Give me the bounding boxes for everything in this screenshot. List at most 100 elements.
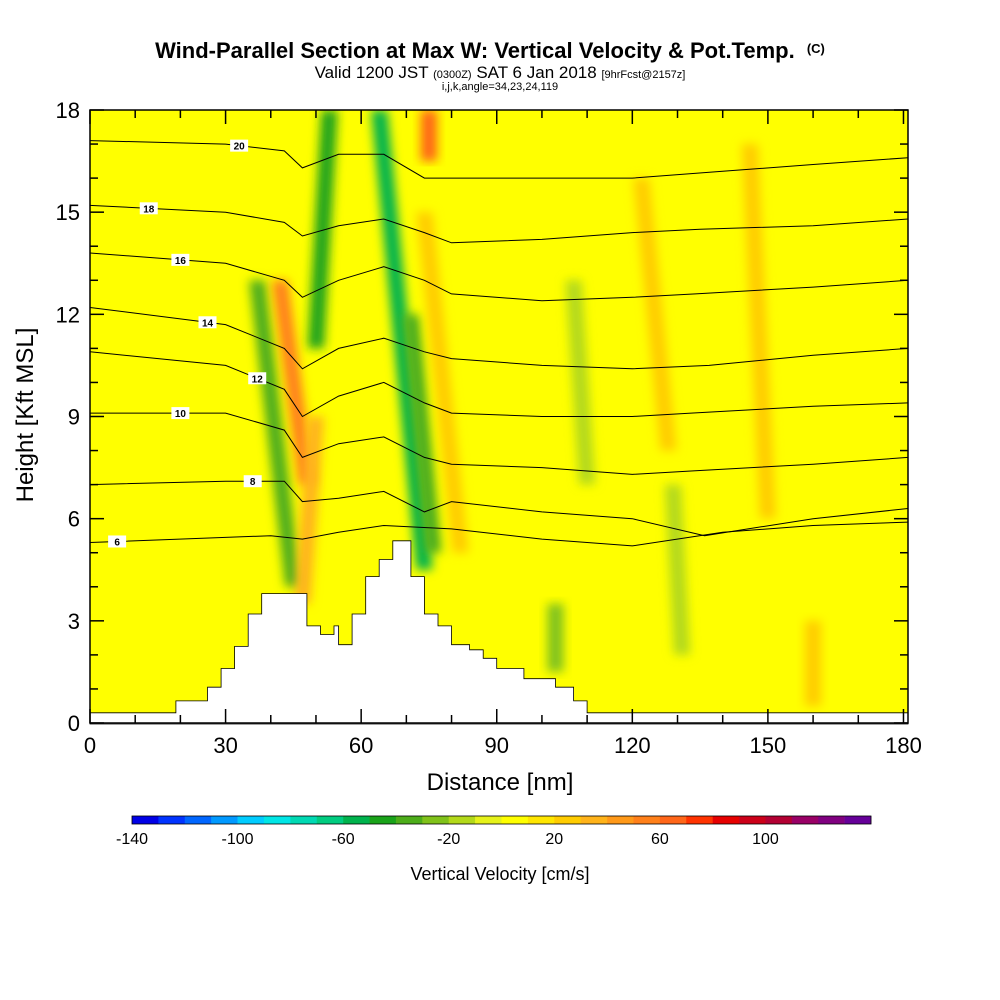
svg-text:Wind-Parallel Section at Max W: Wind-Parallel Section at Max W: Vertical…: [155, 38, 825, 63]
colorbar-swatch: [712, 816, 740, 824]
downdraft-band-0: [249, 280, 302, 587]
colorbar-swatch: [184, 816, 212, 824]
colorbar-swatch: [369, 816, 397, 824]
updraft-band-13: [804, 620, 822, 706]
downdraft-band-1: [307, 110, 338, 349]
isentrope-12: [90, 351, 908, 418]
x-axis-label: Distance [nm]: [427, 769, 574, 796]
y-tick-labels: 0 3 6 9 12 15 18: [56, 98, 80, 736]
updraft-band-12: [741, 144, 777, 519]
isentrope-label-bg: [198, 316, 217, 329]
colorbar-swatch: [448, 816, 476, 824]
isentrope-label-16: 16: [175, 256, 187, 267]
downdraft-band-6: [402, 314, 442, 553]
terrain-mask: [89, 540, 909, 725]
colorbar-swatch: [686, 816, 713, 824]
isentrope-label-6: 6: [114, 537, 120, 548]
updraft-band-2: [271, 280, 316, 485]
isentrope-10: [90, 412, 908, 475]
x-tick-label: 180: [885, 733, 922, 758]
colorbar-swatch: [395, 816, 423, 824]
plot-area: 6 8 10 12 14 16 18 20: [89, 109, 909, 725]
colorbar-tick: -140: [116, 831, 148, 848]
isentrope-label-18: 18: [143, 204, 155, 215]
isentrope-label-14: 14: [202, 318, 214, 329]
isentrope-6: [90, 521, 908, 547]
colorbar-swatch: [844, 816, 872, 824]
colorbar-tick: 20: [545, 831, 563, 848]
colorbar-tick: 100: [752, 831, 779, 848]
x-tick-labels: 0 30 60 90 120 150 180: [84, 733, 922, 758]
y-tick-label: 18: [56, 98, 80, 123]
isentrope-8: [90, 480, 908, 537]
valid-date: SAT 6 Jan 2018: [476, 63, 596, 82]
velocity-background: [90, 110, 908, 723]
y-tick-label: 9: [68, 405, 80, 430]
y-tick-label: 3: [68, 609, 80, 634]
colorbar-swatch: [554, 816, 581, 824]
x-tick-label: 150: [750, 733, 787, 758]
colorbar-swatch: [475, 816, 502, 824]
colorbar-swatch: [739, 816, 766, 824]
title-mark: (C): [807, 41, 825, 56]
colorbar-tick: 60: [651, 831, 669, 848]
colorbar-tick: -20: [437, 831, 460, 848]
colorbar-swatch: [290, 816, 318, 824]
colorbar-swatch: [633, 816, 661, 824]
axis-ticks: [89, 109, 908, 724]
isentrope-label-bg: [248, 372, 267, 385]
isentrope-label-8: 8: [250, 477, 256, 488]
y-tick-label: 12: [56, 302, 80, 327]
velocity-features: [249, 110, 822, 706]
isentrope-label-bg: [171, 407, 190, 420]
colorbar-swatch: [659, 816, 687, 824]
forecast-info: [9hrFcst@2157z]: [601, 69, 685, 81]
y-tick-label: 15: [56, 200, 80, 225]
colorbar-swatch: [791, 816, 819, 824]
colorbar-swatch: [343, 816, 370, 824]
x-tick-label: 60: [349, 733, 373, 758]
colorbar-swatch: [607, 816, 634, 824]
colorbar-swatch: [132, 816, 159, 824]
updraft-band-3: [294, 416, 325, 604]
colorbar-tick: -100: [222, 831, 254, 848]
isentrope-20: [90, 140, 908, 179]
colorbar-swatch: [818, 816, 845, 824]
colorbar: [131, 815, 872, 825]
plot-frame: [89, 109, 909, 724]
colorbar-swatch: [501, 816, 529, 824]
isentrope-label-bg: [243, 475, 262, 488]
isentrope-16: [90, 252, 908, 302]
colorbar-tick-labels: -140 -100 -60 -20 20 60 100: [116, 831, 779, 848]
y-tick-label: 0: [68, 711, 80, 736]
updraft-band-4: [420, 110, 438, 162]
downdraft-band-8: [547, 603, 564, 672]
x-tick-label: 120: [614, 733, 651, 758]
isentrope-label-bg: [108, 535, 127, 548]
colorbar-swatch: [580, 816, 608, 824]
valid-time: Valid 1200 JST: [315, 63, 429, 82]
section-indices: i,j,k,angle=34,23,24,119: [442, 81, 558, 93]
chart-title: Wind-Parallel Section at Max W: Vertical…: [155, 38, 795, 63]
svg-text:Valid 1200 JST (0300Z): Valid 1200 JST (0300Z) SAT 6 Jan 2018 [9…: [315, 63, 686, 82]
isentrope-label-10: 10: [175, 409, 187, 420]
isentrope-label-20: 20: [234, 142, 246, 153]
colorbar-swatch: [211, 816, 238, 824]
colorbar-swatch: [237, 816, 265, 824]
colorbar-swatch: [316, 816, 344, 824]
updraft-band-7: [416, 212, 469, 553]
downdraft-band-9: [565, 280, 596, 485]
isentrope-label-bg: [171, 253, 190, 266]
colorbar-swatch: [527, 816, 555, 824]
colorbar-swatch: [158, 816, 186, 824]
updraft-band-10: [633, 178, 677, 451]
isentrope-18: [90, 204, 908, 244]
x-tick-label: 0: [84, 733, 96, 758]
y-tick-label: 6: [68, 507, 80, 532]
colorbar-swatch: [263, 816, 291, 824]
colorbar-tick: -60: [332, 831, 355, 848]
isentrope-label-bg: [230, 139, 249, 152]
isentrope-14: [90, 307, 908, 370]
colorbar-swatch: [765, 816, 793, 824]
